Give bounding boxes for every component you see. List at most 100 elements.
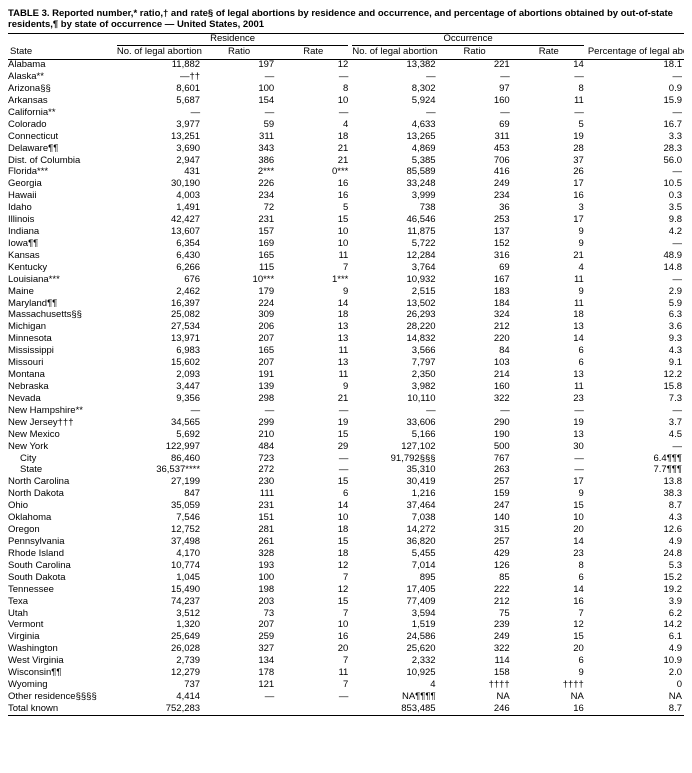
cell-value: 193	[202, 560, 276, 572]
cell-value: 239	[438, 620, 512, 632]
cell-value: 169	[202, 238, 276, 250]
hdr-state: State	[8, 47, 115, 59]
cell-value: 9	[276, 382, 350, 394]
cell-value: 5	[512, 119, 586, 131]
cell-value: 16.7	[586, 119, 684, 131]
cell-value: 6,430	[115, 250, 202, 262]
cell-value: 14,272	[350, 525, 437, 537]
cell-value: 10	[276, 227, 350, 239]
table-row: Missouri15,602207137,79710369.1	[8, 358, 684, 370]
table-row: Georgia30,1902261633,2482491710.5	[8, 179, 684, 191]
cell-value: 126	[438, 560, 512, 572]
cell-value: 4.2	[586, 227, 684, 239]
cell-value: 1***	[276, 274, 350, 286]
cell-value: 190	[438, 429, 512, 441]
cell-value: 737	[115, 680, 202, 692]
cell-value: —	[586, 238, 684, 250]
cell-state: Mississippi	[8, 346, 115, 358]
cell-value: 160	[438, 382, 512, 394]
cell-value: 895	[350, 572, 437, 584]
cell-value: 311	[202, 131, 276, 143]
cell-value: 5,385	[350, 155, 437, 167]
cell-value: 25,082	[115, 310, 202, 322]
cell-value: 2.9	[586, 286, 684, 298]
table-row: New Mexico5,692210155,166190134.5	[8, 429, 684, 441]
cell-state: South Dakota	[8, 572, 115, 584]
cell-value: 191	[202, 370, 276, 382]
cell-value: 183	[438, 286, 512, 298]
cell-value: NA	[512, 691, 586, 703]
cell-value: 7,014	[350, 560, 437, 572]
cell-state: California**	[8, 107, 115, 119]
cell-value: 19	[512, 131, 586, 143]
cell-state: Maryland¶¶	[8, 298, 115, 310]
cell-state: South Carolina	[8, 560, 115, 572]
cell-value: 234	[438, 191, 512, 203]
cell-value: 234	[202, 191, 276, 203]
cell-value: 11	[512, 274, 586, 286]
cell-value: 322	[438, 393, 512, 405]
cell-value: 15	[276, 429, 350, 441]
table-row: Virginia25,6492591624,586249156.1	[8, 632, 684, 644]
cell-value: 5,722	[350, 238, 437, 250]
cell-value: 21	[276, 155, 350, 167]
cell-value: —	[350, 405, 437, 417]
cell-value: 10	[276, 620, 350, 632]
hdr-occ-rate: Rate	[512, 47, 586, 59]
hdr-res-no: No. of legal abortions	[115, 47, 202, 59]
cell-state: Massachusetts§§	[8, 310, 115, 322]
cell-state: Vermont	[8, 620, 115, 632]
cell-value: —	[276, 107, 350, 119]
hdr-pct-out: Percentage of legal abortions obtained b…	[586, 33, 684, 59]
cell-value: 198	[202, 584, 276, 596]
cell-state: Delaware¶¶	[8, 143, 115, 155]
cell-value: 2,093	[115, 370, 202, 382]
cell-value: —	[586, 72, 684, 84]
cell-value: 15	[276, 596, 350, 608]
cell-value: 2,332	[350, 656, 437, 668]
cell-state: Other residence§§§§	[8, 691, 115, 703]
cell-value: 115	[202, 262, 276, 274]
cell-value: 4	[512, 262, 586, 274]
cell-value: 10,925	[350, 668, 437, 680]
cell-value: 4,170	[115, 548, 202, 560]
cell-value: 328	[202, 548, 276, 560]
table-row: Wisconsin¶¶12,2791781110,92515892.0	[8, 668, 684, 680]
cell-value: 6.3	[586, 310, 684, 322]
cell-value: 4.3	[586, 513, 684, 525]
cell-value: 11	[276, 346, 350, 358]
cell-value: 38.3	[586, 489, 684, 501]
cell-value: 3.3	[586, 131, 684, 143]
cell-value: 15.2	[586, 572, 684, 584]
cell-value: 97	[438, 83, 512, 95]
cell-value: 263	[438, 465, 512, 477]
table-row: Minnesota13,9712071314,832220149.3	[8, 334, 684, 346]
cell-value: 13.8	[586, 477, 684, 489]
cell-state: Florida***	[8, 167, 115, 179]
cell-value: 3,594	[350, 608, 437, 620]
cell-value: 6	[512, 572, 586, 584]
table-row: Mississippi6,983165113,5668464.3	[8, 346, 684, 358]
cell-value: 15	[512, 501, 586, 513]
cell-state: Tennessee	[8, 584, 115, 596]
cell-value: 28,220	[350, 322, 437, 334]
cell-value: 13	[276, 358, 350, 370]
cell-value: 6.4¶¶¶	[586, 453, 684, 465]
cell-value: 10	[276, 95, 350, 107]
cell-value: 152	[438, 238, 512, 250]
table-row: Louisiana***67610***1***10,93216711—	[8, 274, 684, 286]
cell-value: 230	[202, 477, 276, 489]
cell-value: 19	[276, 417, 350, 429]
table-row: Indiana13,6071571011,87513794.2	[8, 227, 684, 239]
cell-value: 20	[512, 644, 586, 656]
cell-state: Hawaii	[8, 191, 115, 203]
table-row: Maine2,46217992,51518392.9	[8, 286, 684, 298]
cell-value: 12	[276, 584, 350, 596]
cell-value: 226	[202, 179, 276, 191]
cell-value: 4.9	[586, 537, 684, 549]
cell-state: Idaho	[8, 203, 115, 215]
cell-value: 315	[438, 525, 512, 537]
cell-value: ††††	[438, 680, 512, 692]
cell-value: 0***	[276, 167, 350, 179]
cell-state: Nebraska	[8, 382, 115, 394]
